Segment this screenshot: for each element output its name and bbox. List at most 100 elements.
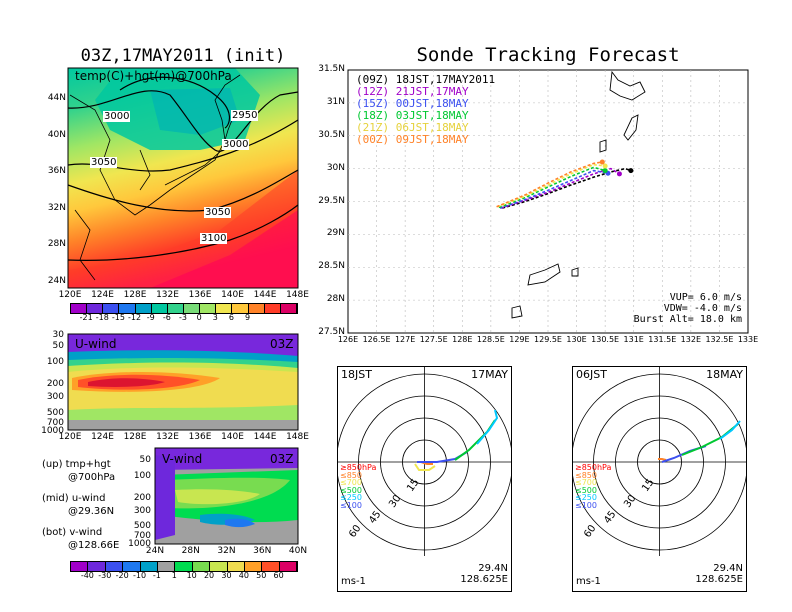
colorbar-swatch: [71, 304, 88, 313]
lat-tick-label: 32N: [47, 202, 66, 213]
pressure-tick-label: 500: [133, 521, 151, 531]
hodograph-time: 18JST: [341, 368, 372, 381]
legend-utc: (18Z): [356, 109, 390, 122]
hodograph-trace: [476, 409, 499, 445]
hodograph-date: 18MAY: [706, 368, 743, 381]
colorbar-tick-label: 1: [171, 571, 177, 580]
colorbar-tick-label: -10: [132, 571, 147, 580]
colorbar-swatch: [280, 304, 297, 313]
hodograph-lon: 128.625E: [695, 574, 743, 585]
temperature-colorbar: [70, 303, 298, 314]
lon-tick-label: 129.5E: [534, 335, 562, 344]
track-params: VUP= 6.0 m/s VDW= -4.0 m/s Burst Alt= 18…: [633, 292, 742, 325]
legend-utc: (21Z): [356, 121, 390, 134]
hodograph-unit: ms-1: [341, 576, 366, 587]
colorbar-tick-label: -9: [146, 313, 155, 322]
level-legend-entry: ≤850: [575, 470, 597, 480]
lat-tick-label: 40N: [288, 546, 308, 556]
level-legend-entry: ≤100: [575, 500, 597, 510]
pressure-tick-label: 200: [133, 493, 151, 503]
legend-entry: (09Z) 18JST,17MAY2011: [356, 74, 495, 86]
lon-tick-label: 130E: [566, 335, 587, 344]
colorbar-swatch: [227, 562, 245, 571]
u-wind-time: 03Z: [270, 337, 294, 351]
colorbar-tick-label: 30: [221, 571, 232, 580]
wind-colorbar: [70, 561, 298, 572]
lon-tick-label: 144E: [253, 432, 277, 442]
track-line-4: [497, 163, 606, 208]
colorbar-swatch: [103, 304, 120, 313]
colorbar-tick-label: -18: [95, 313, 109, 322]
burst-point-5: [599, 159, 605, 165]
colorbar-swatch: [248, 304, 265, 313]
lon-tick-label: 132E: [156, 290, 179, 300]
v-wind-time: 03Z: [270, 452, 294, 466]
lon-tick-label: 144E: [253, 290, 277, 300]
colorbar-swatch: [167, 304, 184, 313]
level-legend-entry: ≤250: [575, 493, 597, 502]
contour-label: 3050: [204, 207, 232, 218]
pressure-tick-label: 300: [46, 392, 64, 402]
colorbar-tick-label: 10: [186, 571, 197, 580]
pressure-tick-label: 100: [133, 471, 151, 481]
colorbar-swatch: [262, 562, 280, 571]
v-wind-label: V-wind: [162, 452, 203, 466]
lat-tick-label: 29N: [326, 228, 345, 239]
legend-jst: 03JST,18MAY: [389, 109, 469, 122]
lat-tick-label: 31N: [326, 96, 345, 107]
legend-entry: (00Z) 09JST,18MAY: [356, 134, 495, 146]
colorbar-swatch: [216, 304, 233, 313]
colorbar-tick-label: 20: [203, 571, 215, 580]
pressure-tick-label: 1000: [41, 426, 64, 436]
level-legend-entry: ≤500: [575, 485, 597, 495]
colorbar-swatch: [135, 304, 152, 313]
u-wind-label: U-wind: [75, 337, 117, 351]
colorbar-swatch: [244, 562, 263, 571]
lat-tick-label: 27.5N: [318, 327, 345, 337]
left-title: 03Z,17MAY2011 (init): [80, 46, 286, 66]
lon-tick-label: 132.5E: [705, 335, 734, 344]
colorbar-swatch: [200, 304, 217, 313]
level-legend-entry: ≤500: [340, 485, 362, 495]
colorbar-swatch: [151, 304, 168, 313]
lon-tick-label: 127.5E: [419, 335, 448, 344]
legend-jst: 09JST,18MAY: [389, 133, 469, 146]
lat-tick-label: 40N: [47, 129, 66, 140]
colorbar-swatch: [279, 562, 298, 571]
track-line-3: [498, 166, 606, 209]
colorbar-tick-label: -6: [162, 313, 171, 322]
lon-tick-label: 128E: [452, 335, 473, 344]
pressure-tick-label: 50: [139, 455, 151, 465]
lat-tick-label: 36N: [47, 166, 66, 176]
hodograph-lat: 29.4N: [713, 563, 743, 574]
colorbar-swatch: [71, 562, 89, 571]
side-notes: (up) tmp+hgt @700hPa (mid) u-wind @29.36N …: [42, 458, 150, 552]
contour-label: 3100: [200, 233, 228, 244]
colorbar-tick-label: -20: [115, 571, 129, 580]
lon-tick-label: 136E: [188, 290, 212, 300]
lon-tick-label: 124E: [91, 290, 114, 300]
level-legend-entry: ≤700: [575, 478, 597, 487]
side-note: (up) tmp+hgt @700hPa: [42, 459, 116, 483]
lon-tick-label: 140E: [221, 432, 244, 442]
contour-label: 3000: [222, 139, 250, 150]
hodograph-lon: 128.625E: [460, 574, 508, 585]
legend-jst: 06JST,18MAY: [389, 121, 469, 134]
level-legend-entry: ≥850hPa: [575, 463, 612, 472]
colorbar-tick-label: 9: [245, 313, 251, 322]
legend-entry: (21Z) 06JST,18MAY: [356, 122, 495, 134]
colorbar-swatch: [210, 562, 228, 571]
hodograph-trace: [719, 420, 741, 440]
colorbar-swatch: [175, 562, 193, 571]
colorbar-tick-label: -30: [98, 571, 112, 580]
track-line-2: [499, 169, 609, 209]
colorbar-tick-label: -21: [79, 313, 93, 322]
level-legend-entry: ≤100: [340, 500, 362, 510]
pressure-tick-label: 1000: [128, 539, 151, 549]
hodograph-plot: [337, 366, 512, 592]
lon-tick-label: 126E: [337, 335, 359, 344]
colorbar-swatch: [232, 304, 249, 313]
